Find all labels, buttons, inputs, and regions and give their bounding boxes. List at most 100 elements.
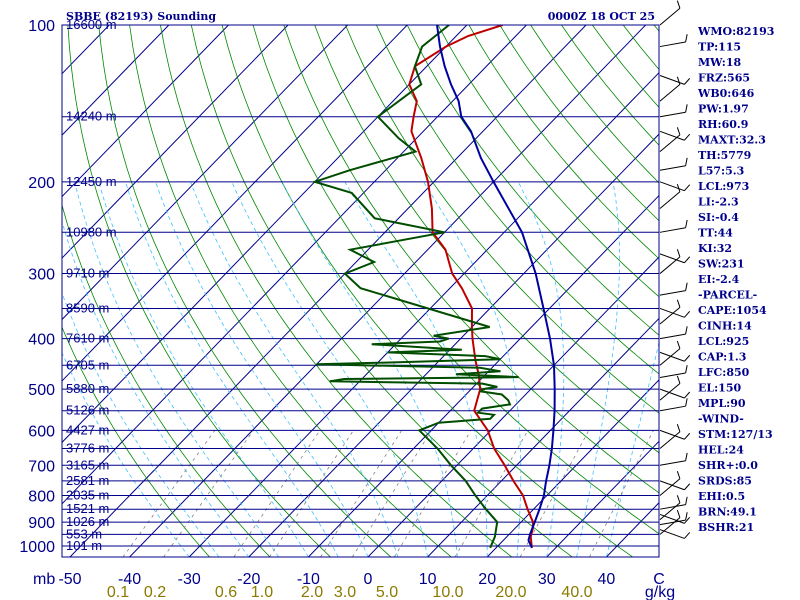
dry-adiabat-line [345,25,659,414]
index-text: WB0:646 [697,87,755,100]
index-text: SHR+:0.0 [698,459,758,472]
wind-barb-staff [659,191,681,209]
wind-barb-flag [685,512,688,521]
index-text: LCL:925 [698,335,749,348]
height-label: 2581 m [66,473,109,488]
index-text: BRN:49.1 [698,506,757,519]
wind-barb-staff [659,460,686,466]
temperature-tick-label: -30 [178,571,201,588]
mixing-ratio-line [122,430,216,557]
height-label: 5880 m [66,381,109,396]
height-label: 10980 m [66,224,117,239]
wind-barb-staff [659,306,681,325]
index-text: SRDS:85 [698,475,752,488]
wind-barb-flag [676,424,681,432]
moist-adiabat-line [344,181,488,557]
height-label: 12450 m [66,174,117,189]
moist-adiabat-line [74,181,279,557]
chart-title: SBBE (82193) Sounding [66,10,216,23]
temperature-tick-label: 20 [478,571,496,588]
wind-barb-flag [685,157,688,166]
wind-barb-flag [685,219,688,228]
height-label: 8590 m [66,300,109,315]
temperature-tick-label: -40 [118,571,141,588]
wind-barb-flag [676,76,681,85]
height-label: 5126 m [66,403,109,418]
pressure-tick-label: 1000 [19,539,55,556]
series-dewpoint-line [311,25,519,549]
index-text: BSHR:21 [698,521,754,534]
moist-adiabat-line [576,181,620,557]
pressure-tick-label: 800 [28,488,55,505]
index-text: LCL:973 [698,180,749,193]
moist-adiabat-line [62,351,190,557]
index-text: TH:5779 [698,149,751,162]
wind-barb-flag [676,127,681,136]
wind-barb-staff [659,348,681,366]
dry-adiabat-line [190,25,573,557]
wind-barb-flag [684,517,691,524]
wind-barb-flag [685,365,688,374]
mixing-ratio-line [320,430,403,557]
pressure-tick-label: 200 [28,175,55,192]
wind-barb-flag [676,375,681,384]
isotherm-line [427,317,659,557]
height-label: 553 m [66,526,102,541]
series-temperature-line [408,25,535,548]
moist-adiabat-line [281,181,458,557]
dry-adiabat-line [314,25,659,454]
mixing-ratio-tick-label: 3.0 [334,584,356,600]
temperature-tick-label: 40 [598,571,616,588]
index-text: SW:231 [698,258,745,271]
index-text: KI:32 [698,242,732,255]
index-text: MPL:90 [698,397,746,410]
wind-barb-staff [659,256,681,274]
wind-barb-staff [659,429,685,440]
temperature-tick-label: 10 [419,571,437,588]
dry-adiabat-line [283,25,659,494]
height-label: 6705 m [66,357,109,372]
isotherm-line [546,440,659,557]
height-label: 3165 m [66,457,109,472]
wind-barb-staff [659,165,686,171]
wind-barb-flag [685,326,688,335]
dry-adiabat-line [406,25,659,336]
wind-barb-staff [659,307,685,318]
wind-barb-staff [659,519,686,526]
index-text: EL:150 [698,382,741,395]
wind-barb-flag [685,104,688,113]
wind-barb-flag [676,0,681,9]
plot-frame [61,24,660,558]
valid-time: 0000Z 18 OCT 25 [548,10,655,23]
height-label: 3776 m [66,440,109,455]
index-text: EI:-2.4 [698,273,740,286]
height-label: 101 m [66,538,102,553]
wind-barb-staff [659,351,685,362]
wind-barb-staff [659,41,686,48]
wind-barb-flag [684,78,691,85]
index-text: CINH:14 [698,320,752,333]
wind-barb-staff [659,134,681,152]
wind-barb-staff [659,383,681,401]
dry-adiabat-line [252,25,659,535]
mixing-ratio-line [589,430,654,557]
wind-barb-flag [684,432,691,440]
wind-barb-flag [676,184,681,192]
temperature-tick-label: -10 [297,571,320,588]
wind-barb-staff [659,431,681,449]
wind-barb-flag [684,483,691,491]
index-text: -WIND- [698,413,744,426]
isotherm-line [69,25,587,557]
dry-adiabat-line [777,25,800,557]
mixing-ratio-line [233,430,321,557]
wind-barb-staff [659,227,686,233]
index-text: SI:-0.4 [698,211,739,224]
wind-barb-flag [685,34,688,43]
temperature-tick-label: 0 [364,571,373,588]
wind-barb-flag [676,509,681,518]
isotherm-line [62,25,527,505]
wind-barb-flag [684,532,691,539]
mixing-ratio-tick-label: 40.0 [561,584,592,600]
height-label: 1521 m [66,501,109,516]
wind-barb-flag [676,249,681,258]
